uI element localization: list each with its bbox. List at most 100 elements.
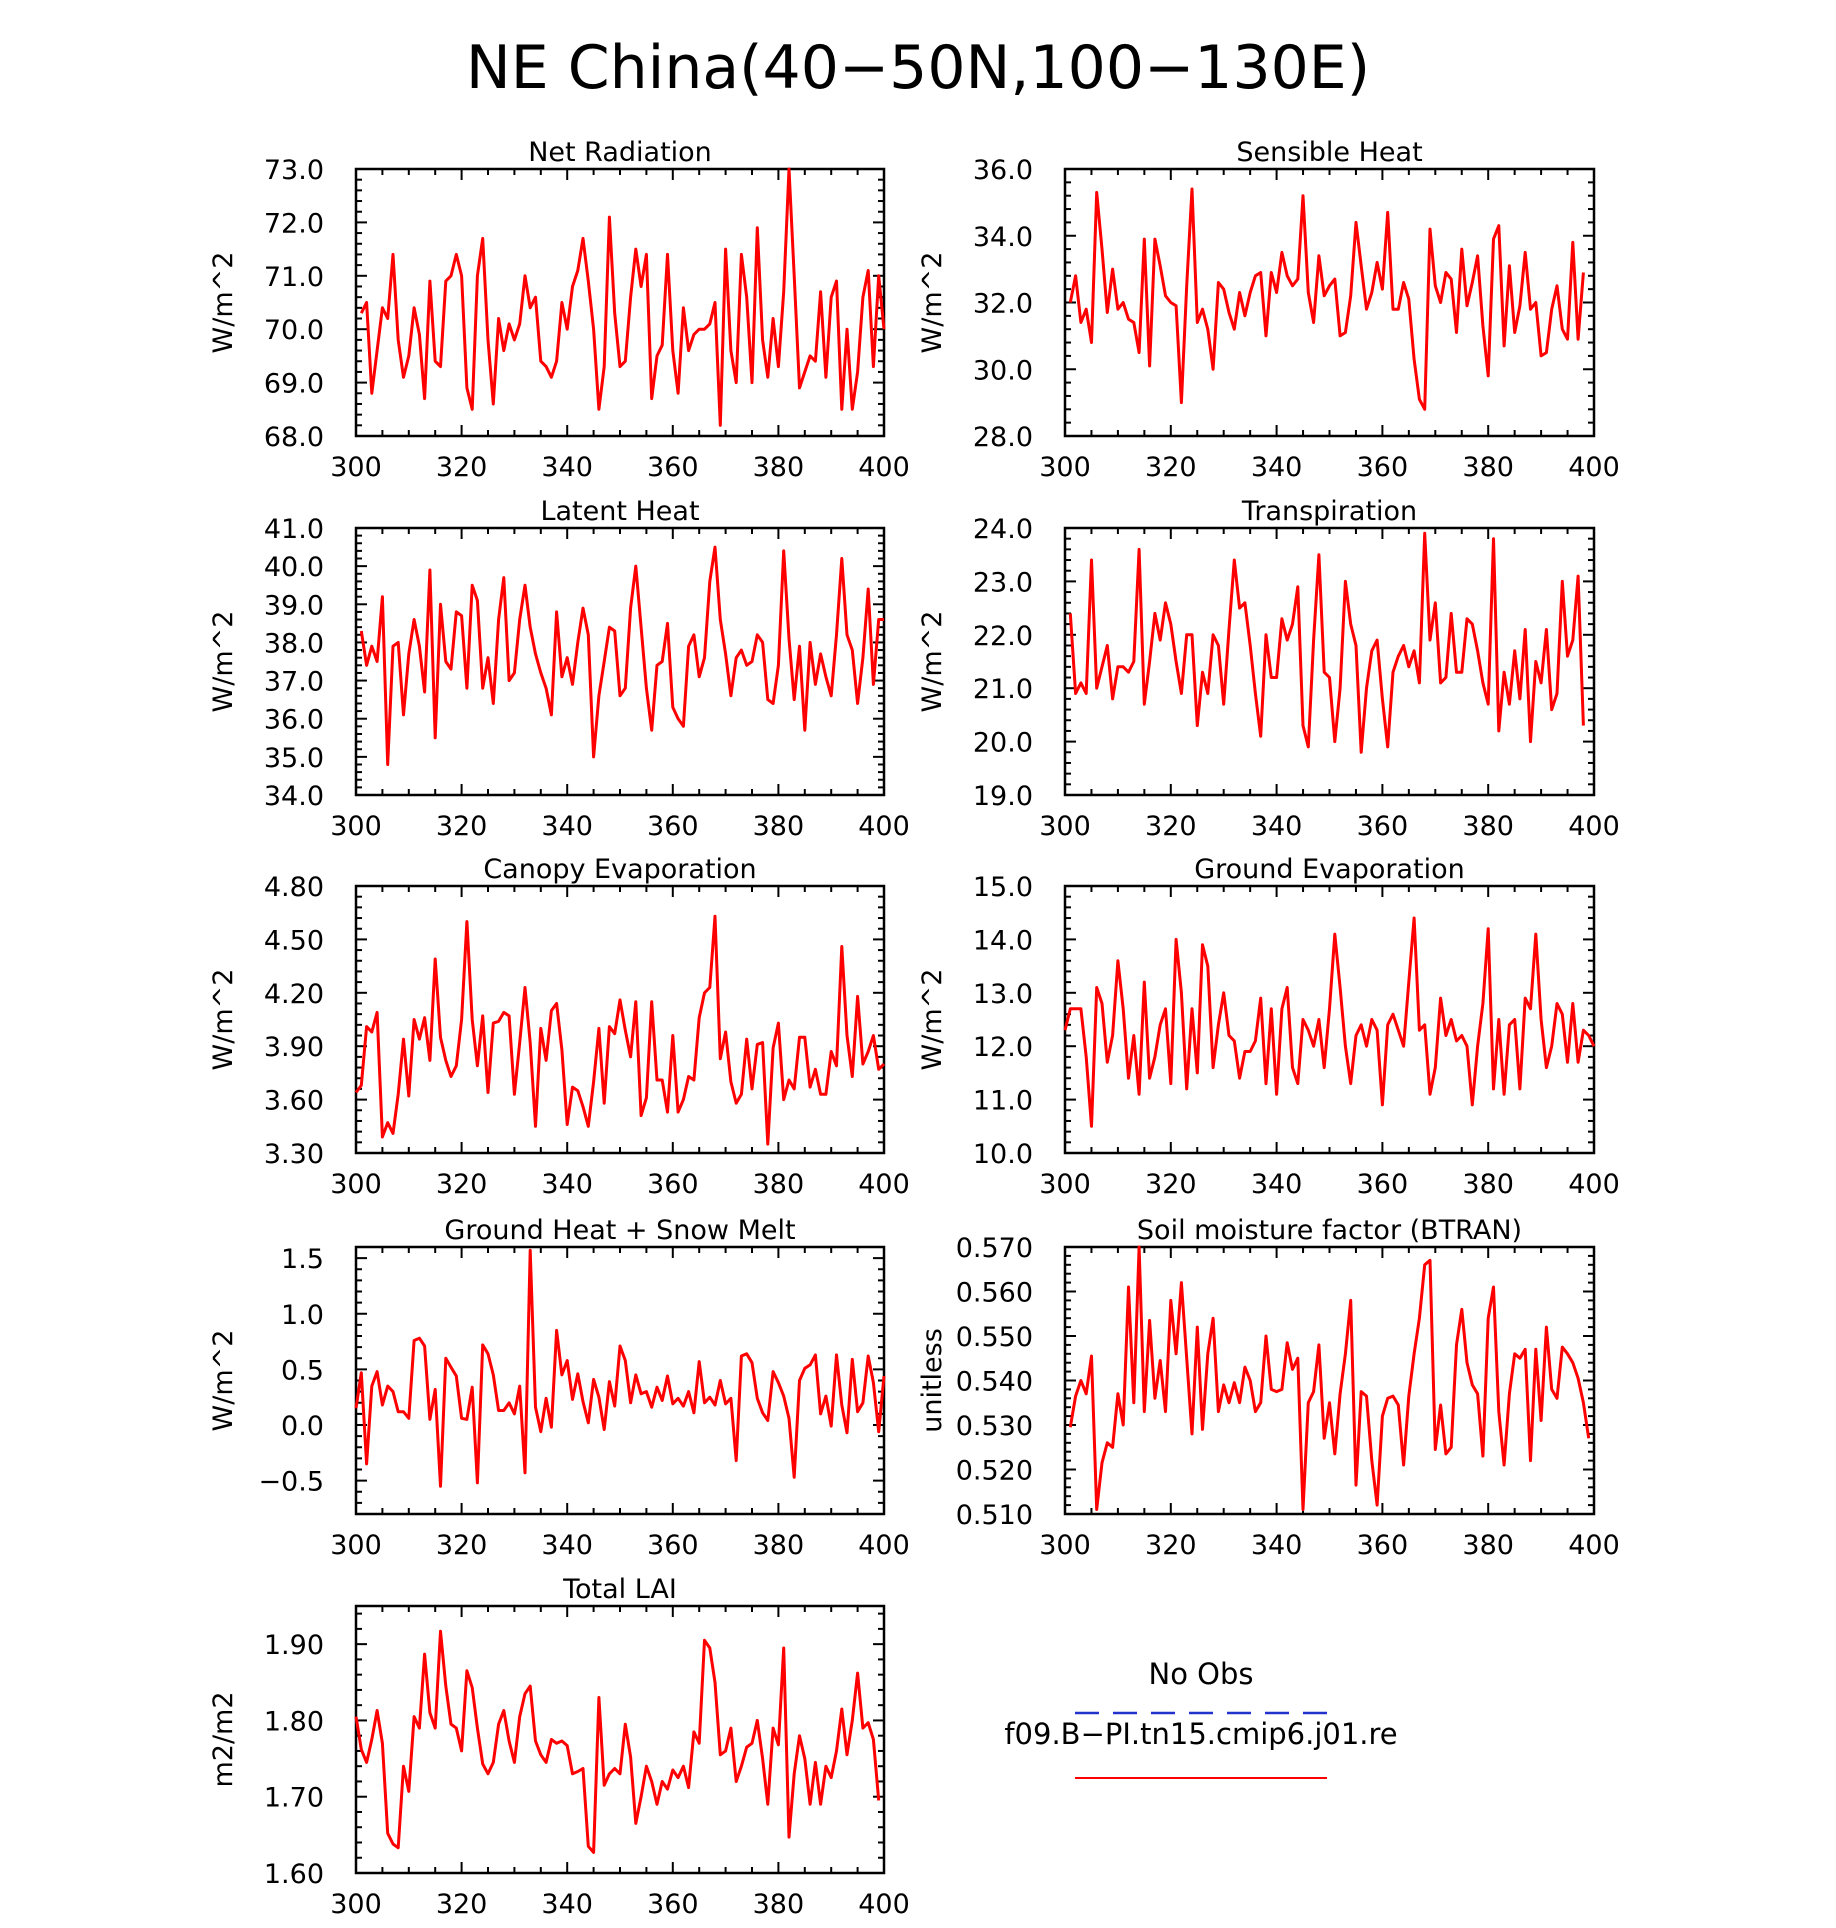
x-tick-label: 360 — [647, 1169, 699, 1200]
x-tick-label: 380 — [1462, 1169, 1514, 1200]
y-tick-label: 35.0 — [264, 743, 324, 774]
y-axis-label: W/m^2 — [917, 252, 948, 354]
x-tick-label: 400 — [858, 1530, 910, 1561]
y-tick-label: 37.0 — [264, 667, 324, 698]
panel-title: Soil moisture factor (BTRAN) — [1137, 1215, 1522, 1246]
x-tick-label: 380 — [753, 811, 805, 842]
panel-5: Canopy Evaporation W/m^2 300 320 340 360 380 40… — [208, 854, 910, 1200]
panel-6: Ground Evaporation W/m^2 300 320 340 360 380 40… — [917, 854, 1620, 1200]
y-tick-label: 70.0 — [264, 315, 324, 346]
x-tick-label: 320 — [1145, 452, 1197, 483]
x-tick-label: 300 — [330, 1530, 382, 1561]
y-tick-label: 36.0 — [264, 705, 324, 736]
y-tick-label: 1.5 — [281, 1244, 324, 1275]
x-tick-label: 300 — [330, 452, 382, 483]
y-tick-label: 1.60 — [264, 1859, 324, 1890]
plot-frame — [354, 526, 886, 797]
x-tick-label: 300 — [1039, 811, 1091, 842]
y-tick-label: 0.510 — [956, 1500, 1033, 1531]
y-tick-label: 14.0 — [973, 925, 1033, 956]
y-tick-label: 73.0 — [264, 155, 324, 186]
x-tick-label: 400 — [1568, 452, 1620, 483]
x-tick-label: 400 — [858, 1889, 910, 1920]
x-tick-label: 340 — [1251, 1169, 1303, 1200]
x-tick-label: 400 — [858, 452, 910, 483]
x-tick-label: 340 — [541, 1169, 593, 1200]
y-tick-label: 3.30 — [264, 1139, 324, 1170]
y-tick-label: 34.0 — [264, 781, 324, 812]
y-tick-label: 1.80 — [264, 1706, 324, 1737]
x-tick-label: 320 — [1145, 1530, 1197, 1561]
y-axis-label: W/m^2 — [208, 1330, 239, 1432]
x-tick-label: 340 — [541, 452, 593, 483]
y-tick-label: 39.0 — [264, 590, 324, 621]
y-tick-label: 0.560 — [956, 1278, 1033, 1309]
panel-title: Ground Evaporation — [1194, 854, 1465, 885]
x-tick-label: 380 — [1462, 452, 1514, 483]
y-tick-label: 0.530 — [956, 1411, 1033, 1442]
y-tick-label: 4.80 — [264, 872, 324, 903]
y-tick-label: 1.70 — [264, 1783, 324, 1814]
x-tick-label: 340 — [541, 1530, 593, 1561]
x-tick-label: 360 — [647, 1530, 699, 1561]
series-line — [354, 1629, 881, 1854]
x-tick-label: 380 — [753, 1889, 805, 1920]
x-tick-label: 400 — [1568, 811, 1620, 842]
y-axis-label: W/m^2 — [208, 611, 239, 713]
x-tick-label: 380 — [753, 452, 805, 483]
legend: No Obs f09.B−PI.tn15.cmip6.j01.re — [1004, 1657, 1398, 1779]
y-tick-label: 1.0 — [281, 1300, 324, 1331]
y-tick-label: 68.0 — [264, 422, 324, 453]
y-tick-label: 24.0 — [973, 514, 1033, 545]
panel-title: Sensible Heat — [1236, 137, 1422, 168]
panel-title: Transpiration — [1241, 496, 1417, 527]
x-tick-label: 300 — [330, 1889, 382, 1920]
x-tick-label: 320 — [436, 1889, 488, 1920]
panel-title: Canopy Evaporation — [483, 854, 756, 885]
y-tick-label: 15.0 — [973, 872, 1033, 903]
series-line — [1068, 187, 1585, 411]
y-tick-label: 22.0 — [973, 621, 1033, 652]
panel-3: Latent Heat W/m^2 300 320 340 360 380 400 34.0 35… — [208, 496, 910, 842]
x-tick-label: 360 — [1357, 452, 1409, 483]
x-tick-label: 320 — [436, 452, 488, 483]
y-tick-label: 23.0 — [973, 567, 1033, 598]
x-tick-label: 320 — [436, 1530, 488, 1561]
legend-model-label: f09.B−PI.tn15.cmip6.j01.re — [1004, 1717, 1397, 1751]
panel-7: Ground Heat + Snow Melt W/m^2 300 320 340 360… — [208, 1215, 910, 1561]
y-tick-label: 30.0 — [973, 355, 1033, 386]
x-tick-label: 380 — [1462, 1530, 1514, 1561]
x-tick-label: 300 — [330, 1169, 382, 1200]
y-tick-label: 21.0 — [973, 674, 1033, 705]
y-axis-label: W/m^2 — [208, 252, 239, 354]
panel-title: Total LAI — [562, 1574, 677, 1605]
panel-9: Total LAI m2/m2 300 320 340 360 380 400 1.60 1.70… — [208, 1574, 910, 1920]
x-tick-label: 320 — [1145, 811, 1197, 842]
x-tick-label: 360 — [647, 452, 699, 483]
y-tick-label: 0.540 — [956, 1367, 1033, 1398]
x-tick-label: 300 — [330, 811, 382, 842]
x-tick-label: 380 — [753, 1530, 805, 1561]
panel-title: Net Radiation — [528, 137, 712, 168]
panel-8: Soil moisture factor (BTRAN) unitless 300 3… — [917, 1215, 1620, 1561]
x-tick-label: 360 — [1357, 1169, 1409, 1200]
plot-frame — [354, 167, 886, 438]
y-tick-label: 11.0 — [973, 1086, 1033, 1117]
x-tick-label: 400 — [858, 1169, 910, 1200]
plot-frame — [1063, 167, 1596, 438]
y-axis-label: W/m^2 — [917, 969, 948, 1071]
y-tick-label: 3.90 — [264, 1032, 324, 1063]
x-tick-label: 320 — [436, 1169, 488, 1200]
y-tick-label: 19.0 — [973, 781, 1033, 812]
legend-obs-label: No Obs — [1149, 1657, 1254, 1691]
x-tick-label: 360 — [1357, 811, 1409, 842]
x-tick-label: 320 — [1145, 1169, 1197, 1200]
x-tick-label: 380 — [753, 1169, 805, 1200]
panel-1: Net Radiation W/m^2 300 320 340 360 380 400 68.0… — [208, 137, 910, 483]
series-line — [354, 1248, 886, 1488]
y-tick-label: 69.0 — [264, 369, 324, 400]
x-tick-label: 360 — [1357, 1530, 1409, 1561]
x-tick-label: 340 — [1251, 452, 1303, 483]
y-tick-label: 10.0 — [973, 1139, 1033, 1170]
